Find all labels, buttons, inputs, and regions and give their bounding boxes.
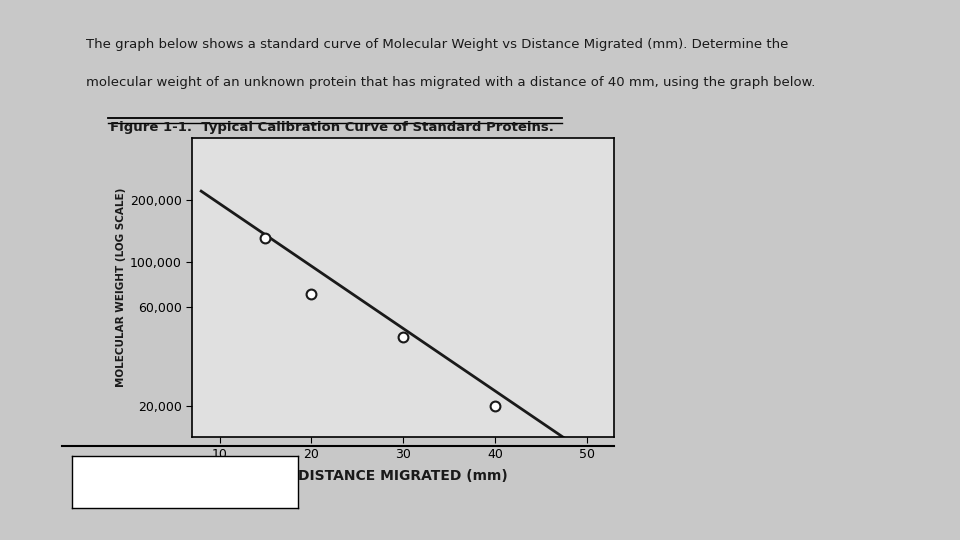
Point xyxy=(488,401,503,410)
Y-axis label: MOLECULAR WEIGHT (LOG SCALE): MOLECULAR WEIGHT (LOG SCALE) xyxy=(115,188,126,387)
Text: Figure 1-1.  Typical Calibration Curve of Standard Proteins.: Figure 1-1. Typical Calibration Curve of… xyxy=(110,122,554,134)
X-axis label: DISTANCE MIGRATED (mm): DISTANCE MIGRATED (mm) xyxy=(299,469,508,483)
Point xyxy=(396,333,411,341)
Text: The graph below shows a standard curve of Molecular Weight vs Distance Migrated : The graph below shows a standard curve o… xyxy=(86,38,789,51)
Point xyxy=(258,234,274,242)
Point xyxy=(303,289,319,298)
Text: molecular weight of an unknown protein that has migrated with a distance of 40 m: molecular weight of an unknown protein t… xyxy=(86,76,816,89)
